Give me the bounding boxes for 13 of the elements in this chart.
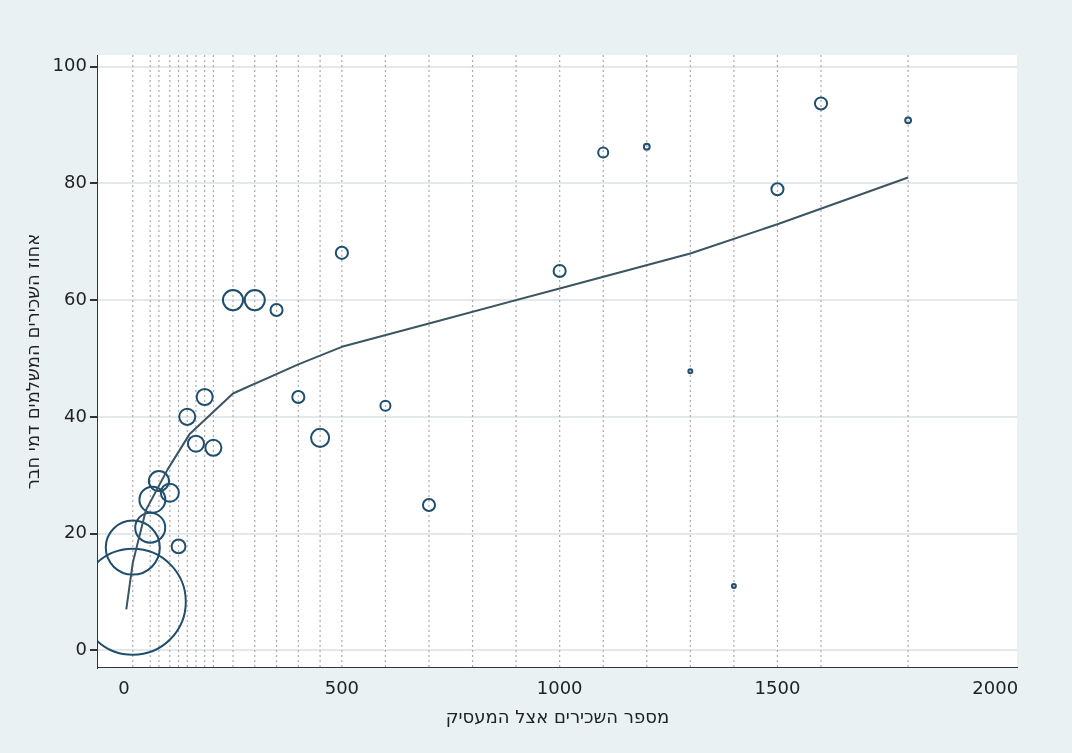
- y-tick-label: 40: [64, 404, 87, 426]
- x-tick-label: 1500: [754, 677, 801, 699]
- x-tick-label: 0: [118, 677, 130, 699]
- y-tick-label: 80: [64, 171, 87, 193]
- x-tick-label: 500: [324, 677, 360, 699]
- x-axis-title: מספר השכירים אצל המעסיק: [445, 705, 670, 727]
- x-tick-label: 1000: [536, 677, 583, 699]
- y-tick-label: 60: [64, 287, 87, 309]
- y-tick-label: 0: [75, 637, 87, 659]
- y-tick-label: 100: [52, 54, 87, 76]
- y-axis-title: אחוז השכירים המשלמים דמי חבר: [22, 233, 44, 490]
- y-tick-label: 20: [64, 521, 87, 543]
- x-tick-label: 2000: [972, 677, 1019, 699]
